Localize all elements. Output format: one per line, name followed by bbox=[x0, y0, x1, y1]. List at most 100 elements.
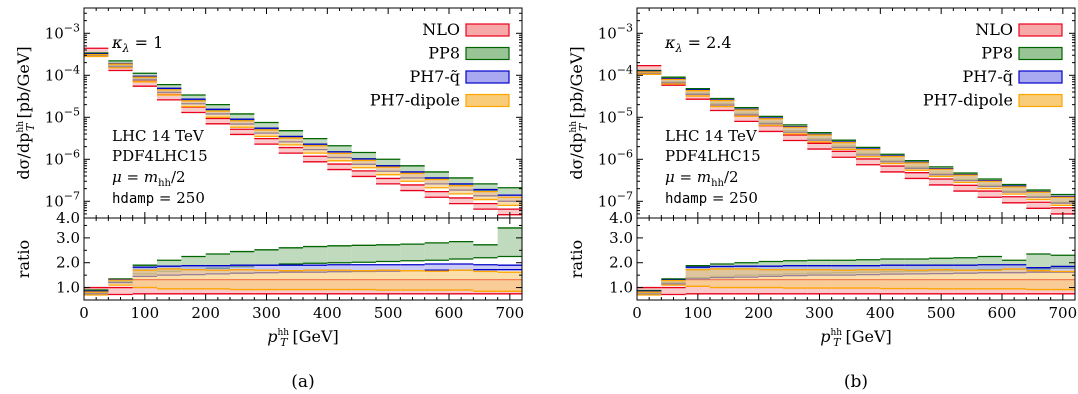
y-tick-label: 10−3 bbox=[45, 21, 80, 42]
x-tick-label: 500 bbox=[927, 304, 956, 322]
legend-label: PP8 bbox=[981, 44, 1013, 63]
x-tick-label: 700 bbox=[496, 304, 525, 322]
x-tick-label: 0 bbox=[632, 304, 642, 322]
y-tick-exponent: −4 bbox=[64, 63, 80, 76]
legend-swatch bbox=[1018, 70, 1063, 84]
info-scale-text: μ = m bbox=[112, 168, 158, 186]
band-bin bbox=[424, 171, 449, 179]
x-tick-label: 200 bbox=[191, 304, 220, 322]
ratio-bin bbox=[351, 264, 376, 272]
band-bin bbox=[880, 166, 905, 172]
y-tick-base: 10 bbox=[598, 24, 617, 42]
x-label-unit: [GeV] bbox=[840, 327, 891, 346]
y-axis-label: dσ/dphhT [pb/GeV] bbox=[567, 46, 590, 179]
y-tick-base: 10 bbox=[598, 150, 617, 168]
band-bin bbox=[497, 187, 522, 196]
band-bin bbox=[84, 54, 109, 57]
legend-swatch bbox=[1018, 46, 1063, 61]
band-bin bbox=[977, 191, 1002, 198]
ratio-tick-label: 1.0 bbox=[609, 279, 633, 297]
x-axis-label: phh T [GeV] bbox=[267, 327, 339, 349]
legend-swatch bbox=[465, 23, 510, 37]
band-bin bbox=[303, 145, 328, 154]
legend-swatch bbox=[465, 70, 510, 84]
ratio-bin bbox=[977, 270, 1002, 289]
band-bin bbox=[181, 94, 206, 101]
ratio-bin bbox=[400, 270, 425, 291]
ratio-bin bbox=[1026, 267, 1051, 273]
kappa-symbol: κ bbox=[664, 33, 676, 52]
x-tick-label: 0 bbox=[79, 304, 89, 322]
info-scale-sub: hh bbox=[158, 178, 171, 189]
ratio-bin bbox=[254, 270, 279, 290]
y-tick-label: 10−4 bbox=[598, 63, 633, 84]
x-axis-label: phh T [GeV] bbox=[820, 327, 892, 349]
legend: NLO PP8 PH7-q̃ PH7-dipole bbox=[923, 20, 1063, 110]
ratio-bin bbox=[205, 270, 230, 289]
band-bin bbox=[181, 107, 206, 113]
info-scale: μ = mhh/2 bbox=[112, 168, 186, 189]
y-tick-base: 4.0 bbox=[609, 209, 633, 227]
band-bin bbox=[929, 169, 954, 177]
ratio-bin bbox=[685, 269, 710, 287]
ratio-bin bbox=[856, 269, 881, 289]
ratio-bin bbox=[254, 265, 279, 273]
band-bin bbox=[351, 160, 376, 168]
y-tick-label: 10−4 bbox=[45, 63, 80, 84]
ratio-bin bbox=[303, 265, 328, 273]
kappa-value: = 2.4 bbox=[682, 33, 731, 52]
x-label-sup: hh bbox=[830, 328, 842, 338]
ratio-bin bbox=[473, 244, 498, 258]
subfigure-caption: (a) bbox=[291, 372, 314, 392]
ratio-tick-label: 2.0 bbox=[609, 254, 633, 272]
kappa-sub: λ bbox=[122, 42, 130, 55]
ratio-bin bbox=[661, 280, 686, 286]
ratio-bin bbox=[880, 269, 905, 289]
ratio-bin bbox=[376, 264, 401, 272]
ratio-axis-label: ratio bbox=[567, 240, 586, 278]
band-bin bbox=[497, 209, 522, 215]
y-tick-base: 10 bbox=[45, 24, 64, 42]
band-bin bbox=[230, 120, 255, 128]
x-tick-label: 200 bbox=[744, 304, 773, 322]
band-bin bbox=[157, 84, 182, 90]
band-bin bbox=[351, 170, 376, 177]
band-bin bbox=[254, 129, 279, 137]
ratio-bin bbox=[327, 245, 352, 263]
ratio-bin bbox=[661, 287, 686, 295]
band-bin bbox=[953, 175, 978, 183]
band-bin bbox=[181, 100, 206, 107]
band-bin bbox=[497, 197, 522, 206]
y-tick-exponent: −5 bbox=[617, 105, 633, 118]
ratio-bin bbox=[1026, 270, 1051, 290]
band-bin bbox=[205, 111, 230, 118]
band-bin bbox=[254, 138, 279, 145]
legend-label: PH7-dipole bbox=[370, 91, 460, 110]
kappa-value: = 1 bbox=[129, 33, 163, 52]
band-bin bbox=[84, 48, 109, 55]
band-bin bbox=[132, 77, 157, 82]
band-bin bbox=[205, 104, 230, 111]
plot-area bbox=[84, 47, 522, 296]
band-bin bbox=[1050, 197, 1075, 206]
ratio-bin bbox=[278, 265, 303, 273]
ratio-bin bbox=[278, 270, 303, 290]
band-bin bbox=[473, 203, 498, 210]
ratio-bin bbox=[831, 270, 856, 289]
band-bin bbox=[376, 167, 401, 175]
legend-swatch bbox=[465, 46, 510, 61]
band-bin bbox=[831, 151, 856, 158]
y-tick-base: 10 bbox=[598, 192, 617, 210]
ratio-bin bbox=[230, 269, 255, 290]
y-tick-base: 10 bbox=[45, 150, 64, 168]
y-tick-base: 10 bbox=[598, 66, 617, 84]
band-bin bbox=[400, 165, 425, 173]
ratio-tick-label: 3.0 bbox=[56, 229, 80, 247]
ratio-tick-label: 2.0 bbox=[56, 254, 80, 272]
ratio-bin bbox=[181, 269, 206, 289]
band-bin bbox=[449, 177, 474, 185]
band-bin bbox=[473, 191, 498, 200]
ratio-bin bbox=[230, 251, 255, 267]
band-bin bbox=[230, 113, 255, 121]
band-bin bbox=[278, 130, 303, 137]
